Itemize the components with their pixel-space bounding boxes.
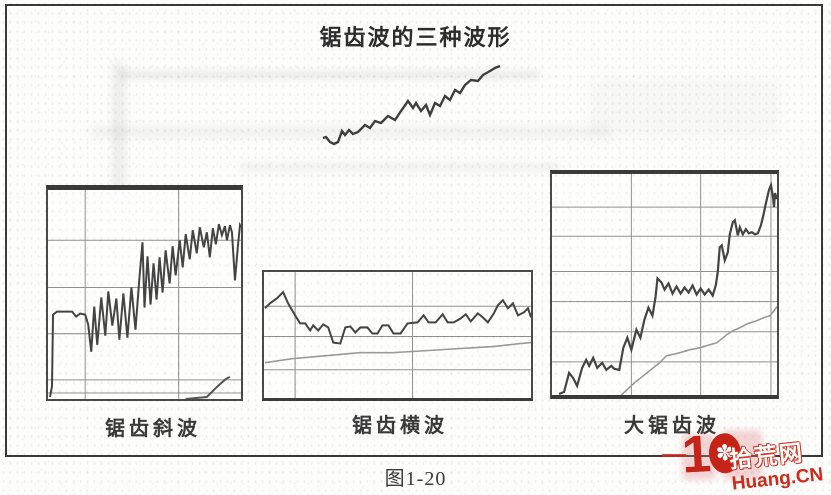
label-sawtooth-slope: 锯齿斜波 bbox=[105, 418, 201, 440]
watermark: 1 ✽ 拾荒网 Huang.CN bbox=[660, 425, 831, 495]
figure-title: 锯齿波的三种波形 bbox=[319, 25, 512, 50]
intro-trend-chart bbox=[316, 58, 508, 164]
watermark-site: 拾荒网 Huang.CN bbox=[727, 431, 824, 495]
big-sawtooth-plot bbox=[552, 174, 777, 395]
chart-sawtooth-horizontal bbox=[262, 270, 533, 401]
figure-frame bbox=[5, 4, 823, 457]
chart-big-sawtooth bbox=[550, 170, 779, 399]
sawtooth-horizontal-plot bbox=[264, 272, 531, 398]
chart-sawtooth-slope bbox=[46, 185, 243, 401]
label-sawtooth-horizontal: 锯齿横波 bbox=[352, 415, 448, 437]
sawtooth-slope-plot bbox=[48, 190, 241, 399]
figure-caption: 图1-20 bbox=[384, 468, 447, 490]
label-big-sawtooth: 大锯齿波 bbox=[624, 415, 720, 437]
intro-trend-line bbox=[322, 64, 501, 146]
watermark-dash bbox=[662, 454, 686, 457]
watermark-digit: 1 bbox=[680, 425, 709, 485]
